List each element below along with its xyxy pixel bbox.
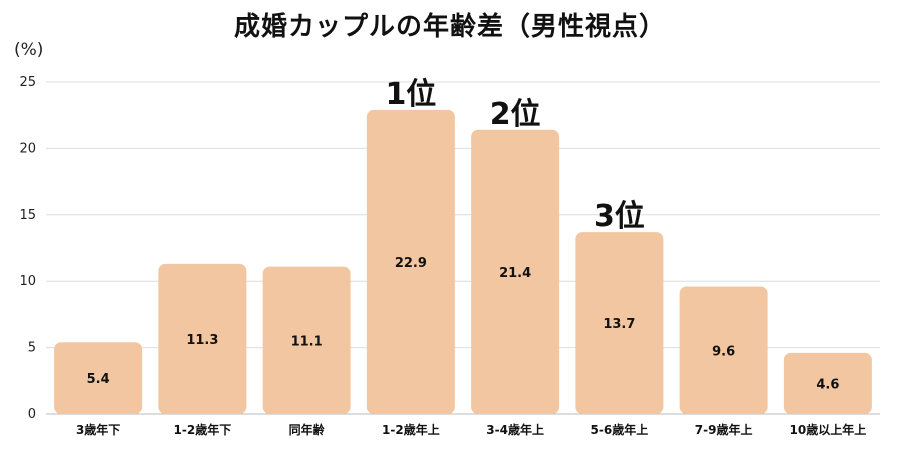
y-tick-label: 15 [19, 208, 36, 223]
x-category-label: 1-2歳年下 [174, 422, 232, 437]
y-tick-label: 10 [19, 274, 36, 289]
x-category-label: 3-4歳年上 [486, 422, 544, 437]
bar [366, 109, 455, 414]
bar-value-label: 22.9 [395, 256, 427, 271]
bar-value-label: 5.4 [87, 372, 110, 387]
bar-value-label: 13.7 [603, 317, 635, 332]
x-axis-labels: 3歳年下 1-2歳年下 同年齢 1-2歳年上 3-4歳年上 5-6歳年上 7-9歳年上 10歳… [76, 422, 866, 437]
y-tick-label: 20 [19, 141, 36, 156]
x-category-label: 3歳年下 [76, 422, 120, 437]
y-axis-unit-label: (%) [14, 40, 44, 60]
x-category-label: 10歳以上年上 [790, 422, 867, 437]
y-tick-label: 5 [28, 341, 36, 356]
bar-value-label: 21.4 [499, 266, 531, 281]
x-category-label: 7-9歳年上 [695, 422, 753, 437]
bar-value-label: 11.3 [186, 333, 218, 348]
x-category-label: 5-6歳年上 [591, 422, 649, 437]
rank-label: 3位 [594, 199, 645, 234]
x-category-label: 同年齢 [289, 422, 326, 437]
bar [679, 286, 768, 414]
bar-value-label: 4.6 [816, 377, 839, 392]
rank-labels: 1位 2位 3位 [385, 77, 644, 234]
bar [54, 342, 143, 414]
chart-title: 成婚カップルの年齢差（男性視点） [233, 12, 666, 42]
y-tick-label: 25 [19, 75, 36, 90]
rank-label: 2位 [490, 97, 541, 132]
bar [158, 263, 247, 414]
bar-value-label: 9.6 [712, 344, 735, 359]
rank-label: 1位 [385, 77, 436, 112]
bar-value-label: 11.1 [291, 334, 323, 349]
x-category-label: 1-2歳年上 [382, 422, 440, 437]
y-tick-label: 0 [28, 407, 36, 422]
bar [262, 266, 351, 414]
bars [54, 109, 872, 415]
y-axis-ticks: 0 5 10 15 20 25 [19, 75, 36, 422]
value-labels: 5.4 11.3 11.1 22.9 21.4 13.7 9.6 4.6 [87, 256, 840, 393]
bar [575, 232, 664, 414]
bar [783, 352, 872, 414]
bar [471, 129, 560, 415]
